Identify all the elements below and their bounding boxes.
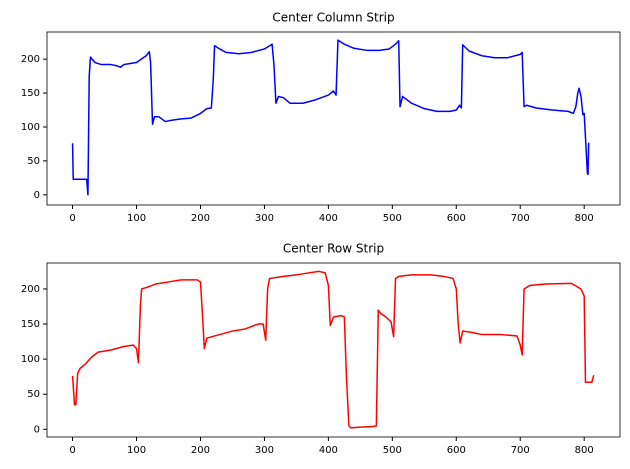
y-tick-label: 100	[21, 354, 40, 365]
x-tick-label: 0	[69, 445, 75, 456]
x-tick-label: 300	[255, 213, 274, 224]
x-tick-label: 400	[319, 445, 338, 456]
x-tick-label: 0	[69, 213, 75, 224]
y-tick-label: 150	[21, 88, 40, 99]
y-tick-label: 0	[34, 424, 40, 435]
x-tick-label: 400	[319, 213, 338, 224]
y-tick-label: 50	[27, 156, 40, 167]
x-tick-label: 100	[127, 213, 146, 224]
y-tick-label: 50	[27, 389, 40, 400]
data-line	[71, 270, 595, 429]
y-tick-label: 200	[21, 284, 40, 295]
x-tick-label: 800	[575, 213, 594, 224]
axes-frame	[46, 31, 621, 206]
x-tick-label: 600	[447, 213, 466, 224]
x-tick-label: 200	[191, 213, 210, 224]
chart-title: Center Row Strip	[283, 242, 384, 256]
chart-title: Center Column Strip	[272, 11, 394, 25]
x-tick-label: 700	[511, 213, 530, 224]
x-tick-label: 300	[255, 445, 274, 456]
x-tick-label: 500	[383, 213, 402, 224]
x-tick-label: 700	[511, 445, 530, 456]
x-tick-label: 800	[575, 445, 594, 456]
x-tick-label: 600	[447, 445, 466, 456]
y-tick-label: 0	[34, 190, 40, 201]
x-tick-label: 500	[383, 445, 402, 456]
x-tick-label: 100	[127, 445, 146, 456]
axes-frame	[46, 262, 621, 438]
data-line	[71, 39, 590, 196]
y-tick-label: 150	[21, 319, 40, 330]
y-tick-label: 200	[21, 54, 40, 65]
y-tick-label: 100	[21, 122, 40, 133]
x-tick-label: 200	[191, 445, 210, 456]
